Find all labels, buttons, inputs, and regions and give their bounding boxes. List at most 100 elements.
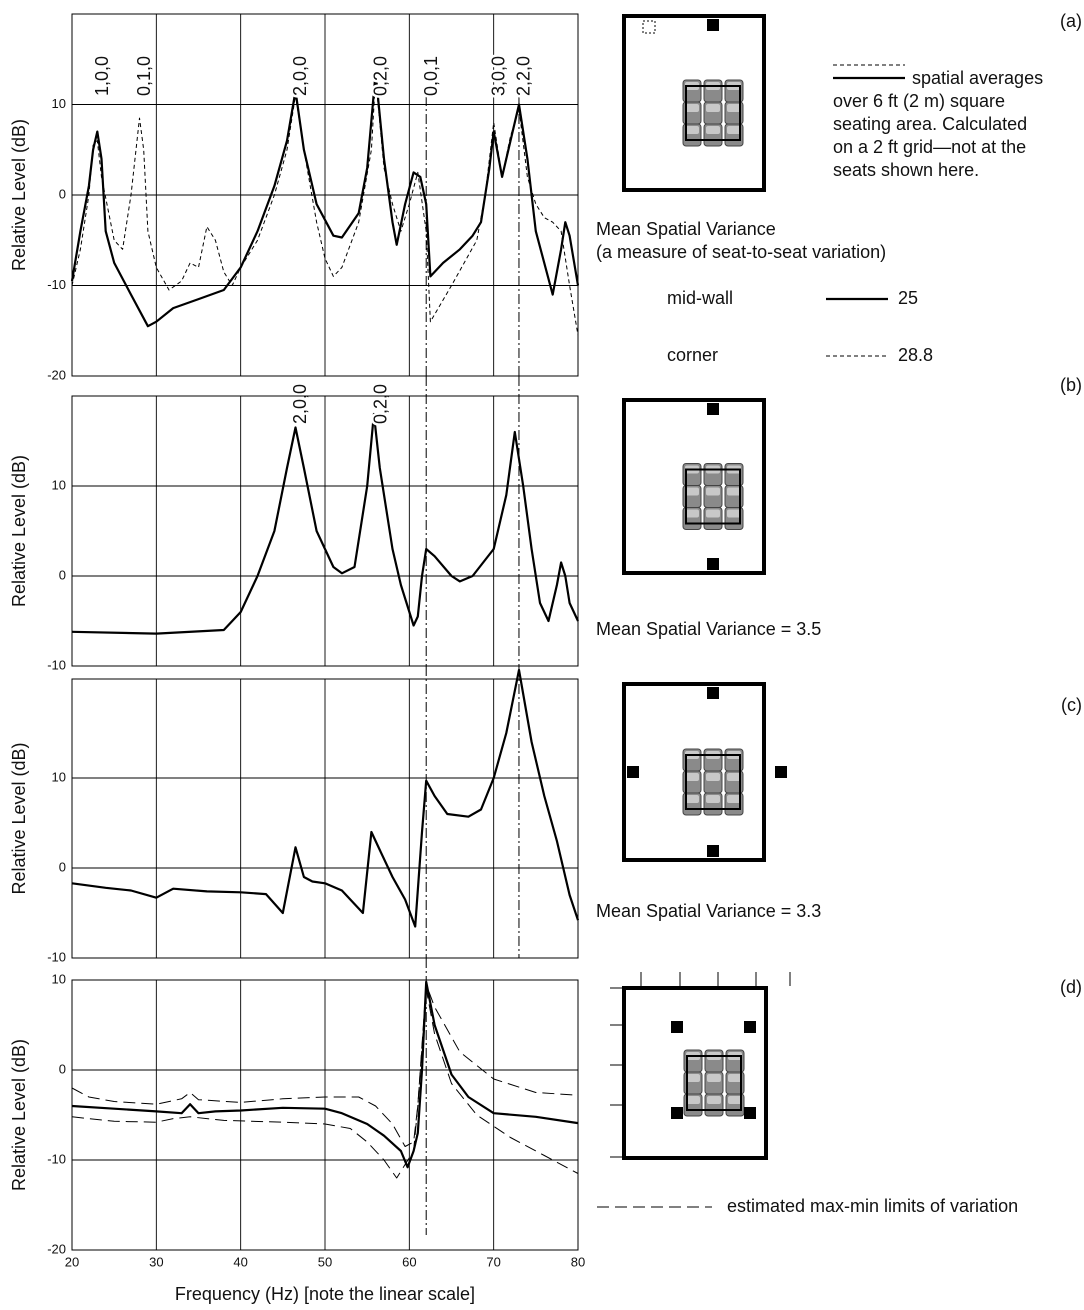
seat-back	[727, 773, 741, 781]
mode-label: 0,0,1	[421, 56, 441, 96]
series-line	[71, 984, 579, 1147]
series-line	[71, 980, 579, 1169]
room	[622, 986, 768, 1160]
source	[671, 1107, 683, 1119]
y-tick-label: 0	[59, 567, 66, 582]
seat-back	[727, 795, 741, 803]
plot-frame	[71, 979, 579, 1251]
source	[744, 1021, 756, 1033]
y-axis-label: Relative Level (dB)	[9, 742, 29, 894]
seat-back	[685, 509, 699, 518]
series-line	[71, 988, 579, 1179]
seat-back	[706, 509, 720, 518]
seat-back	[727, 104, 741, 112]
source	[707, 558, 719, 570]
source	[707, 845, 719, 857]
seat-back	[727, 509, 741, 518]
y-tick-label: -10	[47, 949, 66, 964]
legend-label: corner	[667, 345, 718, 365]
seating-area	[685, 468, 741, 525]
note-line: seats shown here.	[833, 160, 979, 180]
legend-title: Mean Spatial Variance	[596, 219, 776, 239]
y-tick-label: -10	[47, 277, 66, 292]
mode-label: 2,2,0	[514, 56, 534, 96]
source	[744, 1107, 756, 1119]
mode-label: 0,1,0	[134, 56, 154, 96]
source	[707, 19, 719, 31]
x-axis-label: Frequency (Hz) [note the linear scale]	[175, 1284, 475, 1304]
y-axis-label: Relative Level (dB)	[9, 119, 29, 271]
seat-back	[686, 1096, 700, 1104]
y-axis-label: Relative Level (dB)	[9, 455, 29, 607]
y-tick-label: -20	[47, 1241, 66, 1256]
source	[671, 1021, 683, 1033]
seat-back	[685, 795, 699, 803]
y-axis-label: Relative Level (dB)	[9, 1039, 29, 1191]
seat-back	[685, 773, 699, 781]
seating-area	[685, 85, 741, 141]
seat-back	[707, 1096, 721, 1104]
plot-frame	[71, 678, 579, 959]
x-tick-label: 80	[571, 1254, 585, 1269]
mode-label: 2,0,0	[290, 56, 310, 96]
note-line: seating area. Calculated	[833, 114, 1027, 134]
x-tick-label: 70	[486, 1254, 500, 1269]
seat-back	[685, 104, 699, 112]
seat-back	[706, 487, 720, 496]
y-tick-label: -10	[47, 1151, 66, 1166]
note-line: spatial averages	[912, 68, 1043, 88]
source	[707, 687, 719, 699]
mode-label: 2,0,0	[290, 384, 310, 424]
y-tick-label: 0	[59, 186, 66, 201]
seat-back	[685, 487, 699, 496]
legend-value: 28.8	[898, 345, 933, 365]
legend-label: mid-wall	[667, 288, 733, 308]
series-line	[70, 71, 580, 328]
seat-back	[706, 104, 720, 112]
panel-tag: (b)	[1060, 375, 1082, 395]
seat-back	[685, 126, 699, 134]
y-tick-label: 10	[52, 769, 66, 784]
source-corner	[642, 20, 656, 34]
source	[707, 403, 719, 415]
x-tick-label: 20	[65, 1254, 79, 1269]
panel-tag: (c)	[1061, 695, 1082, 715]
y-tick-label: -20	[47, 367, 66, 382]
series-line	[71, 76, 579, 336]
variance-note: Mean Spatial Variance = 3.3	[596, 901, 821, 921]
y-tick-label: -10	[47, 657, 66, 672]
variance-note: Mean Spatial Variance = 3.5	[596, 619, 821, 639]
mode-label: 3,0,0	[488, 56, 508, 96]
seat-back	[727, 487, 741, 496]
y-tick-label: 10	[52, 971, 66, 986]
seat-back	[706, 795, 720, 803]
note-line: on a 2 ft grid—not at the	[833, 137, 1026, 157]
series-line	[71, 668, 580, 928]
panel-tag: (a)	[1060, 11, 1082, 31]
seat-back	[686, 1074, 700, 1082]
source	[775, 766, 787, 778]
seat-back	[706, 126, 720, 134]
mode-label: 1,0,0	[92, 56, 112, 96]
seat-back	[728, 1096, 742, 1104]
room	[622, 14, 766, 192]
seat-back	[727, 126, 741, 134]
y-tick-label: 0	[59, 859, 66, 874]
room	[622, 398, 766, 575]
seat-back	[728, 1074, 742, 1082]
y-tick-label: 0	[59, 1061, 66, 1076]
x-tick-label: 30	[149, 1254, 163, 1269]
seating-area	[685, 754, 741, 810]
x-tick-label: 40	[233, 1254, 247, 1269]
mode-label: 0,2,0	[370, 56, 390, 96]
x-tick-label: 60	[402, 1254, 416, 1269]
y-tick-label: 10	[52, 96, 66, 111]
source	[627, 766, 639, 778]
legend-value: 25	[898, 288, 918, 308]
room	[622, 682, 766, 862]
x-tick-label: 50	[318, 1254, 332, 1269]
series-line	[71, 412, 579, 635]
legend-subtitle: (a measure of seat-to-seat variation)	[596, 242, 886, 262]
